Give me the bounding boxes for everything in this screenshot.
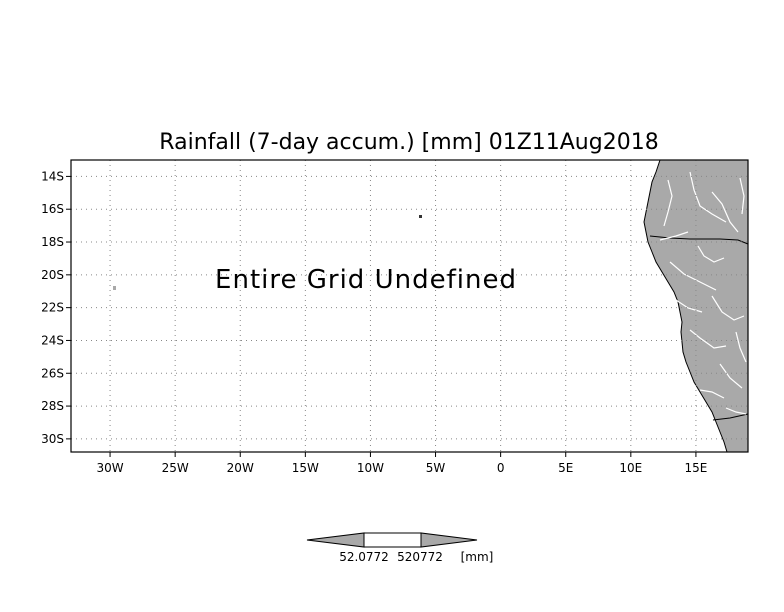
y-axis: 14S 16S 18S 20S 22S 24S 26S 28S 30S: [41, 169, 71, 446]
x-tick-label: 30W: [96, 461, 123, 475]
x-tick-label: 0: [497, 461, 505, 475]
y-tick-label: 26S: [41, 366, 64, 380]
x-tick-label: 10E: [619, 461, 642, 475]
y-tick-label: 18S: [41, 235, 64, 249]
x-tick-label: 5E: [558, 461, 573, 475]
country-borders: [649, 235, 749, 421]
x-tick-label: 15W: [292, 461, 319, 475]
y-tick-label: 30S: [41, 432, 64, 446]
x-tick-label: 15E: [684, 461, 707, 475]
x-tick-label: 20W: [227, 461, 254, 475]
map-frame: [70, 159, 749, 453]
colorbar-label-high: 520772: [397, 550, 443, 564]
y-tick-label: 14S: [41, 169, 64, 183]
y-tick-label: 20S: [41, 268, 64, 282]
y-tick-label: 24S: [41, 333, 64, 347]
y-tick-label: 22S: [41, 301, 64, 315]
data-speck: [419, 215, 422, 218]
colorbar: 52.0772 520772 [mm]: [306, 532, 494, 564]
colorbar-right-arrow: [420, 532, 478, 548]
undefined-grid-message: Entire Grid Undefined: [215, 265, 517, 295]
x-axis: 30W 25W 20W 15W 10W 5W 0 5E 10E 15E: [96, 452, 707, 475]
colorbar-unit: [mm]: [461, 550, 494, 564]
data-speck: [113, 286, 116, 290]
y-tick-label: 28S: [41, 399, 64, 413]
ocean-area: [71, 160, 748, 452]
y-tick-label: 16S: [41, 202, 64, 216]
x-tick-label: 10W: [357, 461, 384, 475]
colorbar-middle-box: [363, 532, 422, 548]
x-tick-label: 25W: [162, 461, 189, 475]
map-title: Rainfall (7-day accum.) [mm] 01Z11Aug201…: [159, 130, 658, 155]
colorbar-label-low: 52.0772: [339, 550, 389, 564]
rivers: [659, 171, 747, 415]
grid-lines: [71, 160, 748, 452]
x-tick-label: 5W: [426, 461, 446, 475]
colorbar-left-arrow: [306, 532, 365, 548]
